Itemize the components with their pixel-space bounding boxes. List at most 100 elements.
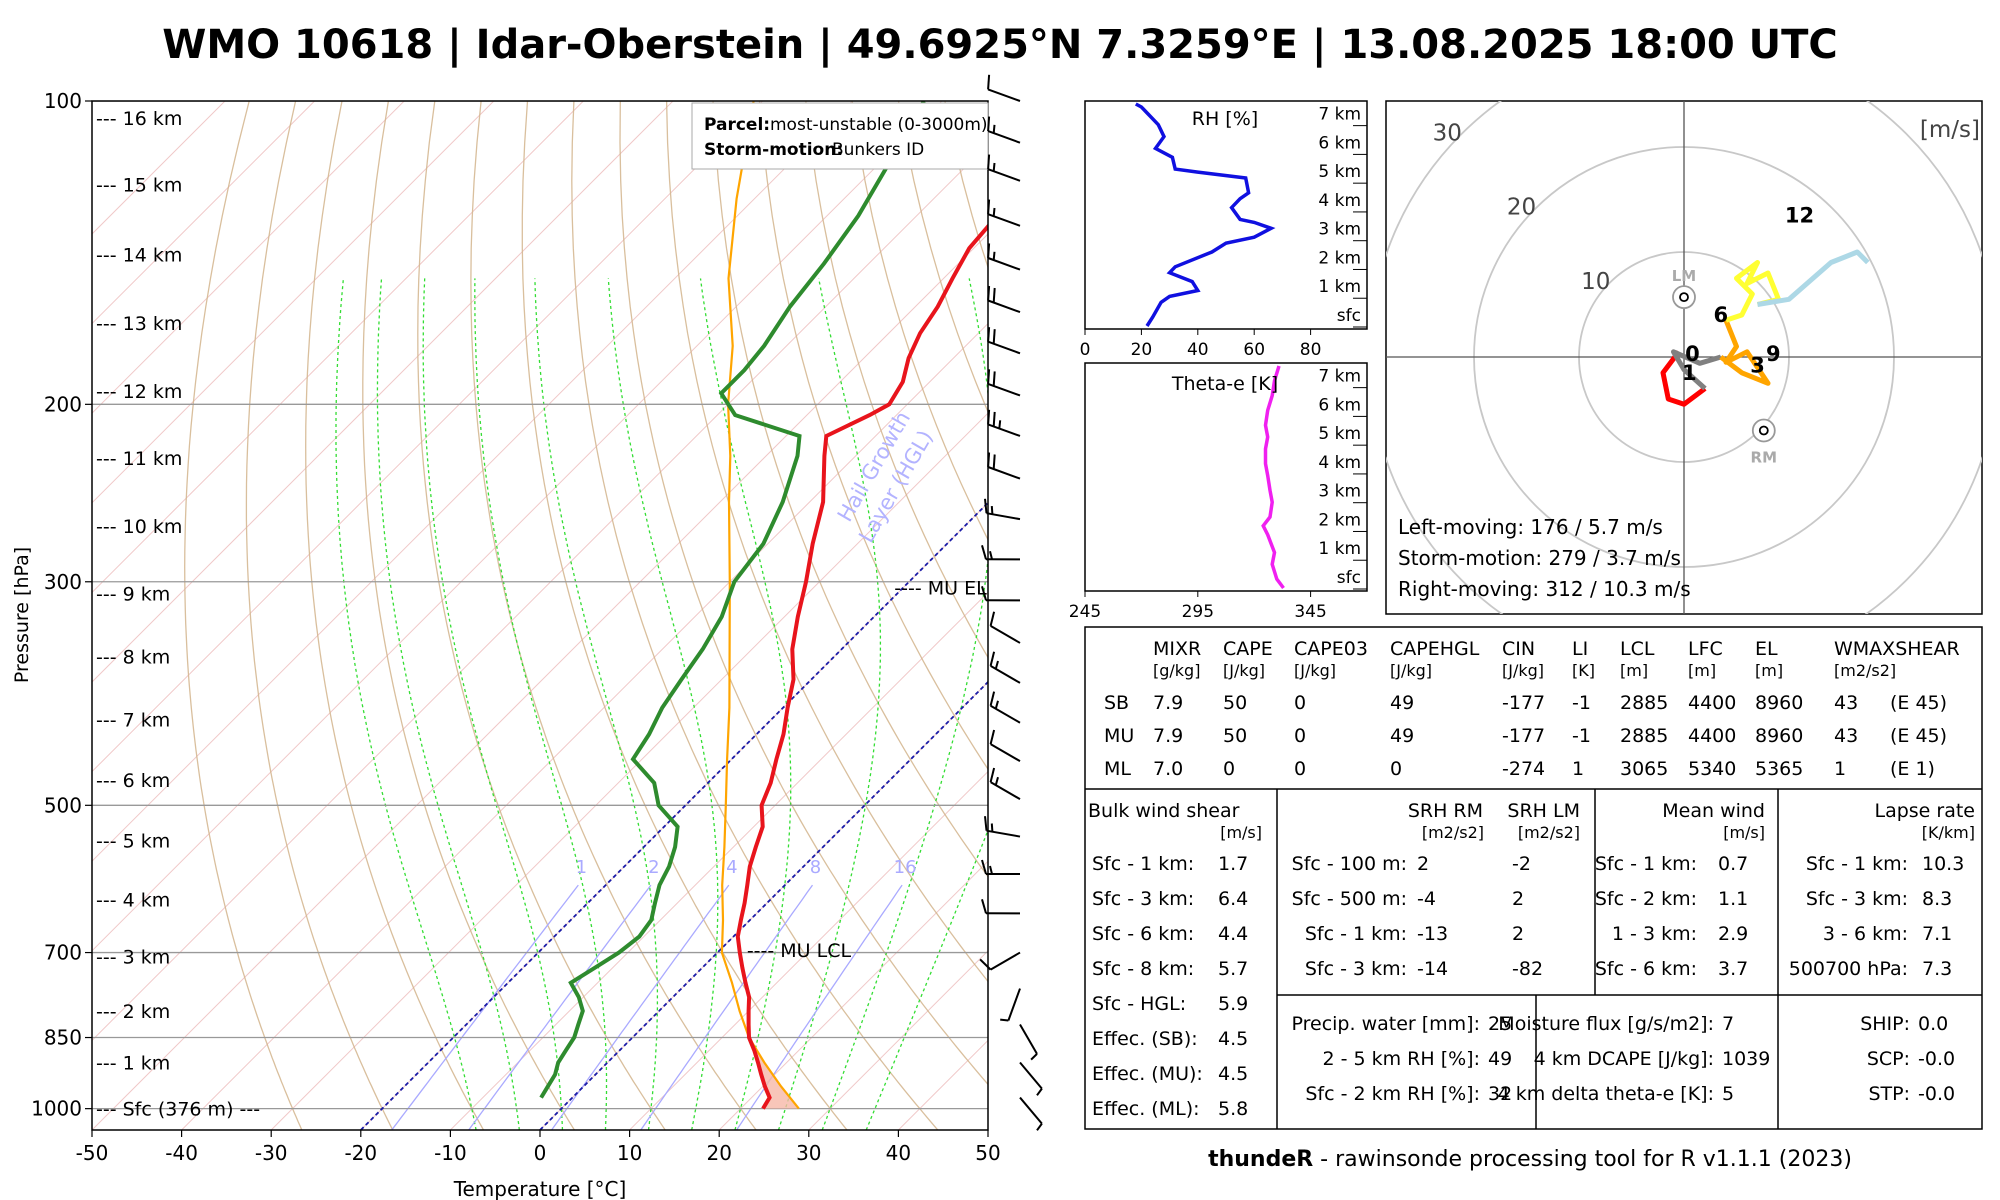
- hodograph-ring-label: 10: [1581, 269, 1610, 295]
- theta-e-frame: [1084, 362, 1368, 592]
- param-unit: [m]: [1688, 661, 1716, 680]
- barb-flag: [989, 651, 996, 667]
- shear-row-label: Sfc - 3 km:: [1092, 888, 1194, 910]
- hodograph-height-label: 3: [1750, 353, 1765, 377]
- footer-credit: thundeR - rawinsonde processing tool for…: [1208, 1147, 1852, 1172]
- dry-adiabat: [712, 101, 988, 878]
- param-value: 1: [1834, 758, 1846, 780]
- p-tick-label: 500: [44, 793, 82, 817]
- wind-barb: [984, 816, 1021, 838]
- convective-parameters-table: MIXR[g/kg]CAPE[J/kg]CAPE03[J/kg]CAPEHGL[…: [1104, 638, 1960, 780]
- moisture-value: 49: [1488, 1048, 1512, 1070]
- param-value: 50: [1223, 692, 1247, 714]
- srh-lm-value: 2: [1512, 923, 1524, 945]
- wind-barb: [981, 859, 1021, 876]
- barb-half-flag: [1000, 1018, 1009, 1022]
- barb-flag: [987, 199, 991, 215]
- legend-parcel-key: Parcel:: [704, 115, 770, 135]
- shear-row-label: Effec. (SB):: [1092, 1028, 1198, 1050]
- mean-wind-unit: [m/s]: [1723, 823, 1765, 842]
- param-header: EL: [1755, 638, 1778, 660]
- moist-adiabat: [699, 278, 792, 1130]
- barb-flag: [992, 454, 996, 470]
- srh-unit-rm: [m2/s2]: [1422, 823, 1484, 842]
- isotherm-line: [539, 681, 988, 1130]
- barb-flag: [992, 287, 996, 303]
- barb-flag: [992, 411, 996, 427]
- srh-row-label: Sfc - 100 m:: [1292, 853, 1407, 875]
- barb-flag: [992, 371, 996, 386]
- storm-motion-label: RM: [1751, 449, 1777, 467]
- barb-flag: [987, 452, 991, 468]
- wind-barbs: [979, 74, 1043, 1131]
- isotherm-line: [92, 101, 584, 594]
- isotherm-line: [92, 143, 988, 1042]
- param-header: LI: [1572, 638, 1588, 660]
- level-annotation: ---- MU EL: [894, 578, 987, 600]
- profile-x-tick-label: 245: [1069, 602, 1101, 622]
- barb-flag: [987, 409, 991, 425]
- wind-barb: [987, 327, 1021, 355]
- composite-row-label: SCP:: [1867, 1048, 1910, 1070]
- barb-flag: [987, 285, 991, 301]
- barb-staff: [1019, 1061, 1043, 1090]
- barb-half-flag: [1036, 1088, 1043, 1096]
- hodograph-segment: [1719, 319, 1771, 386]
- param-header: CAPE03: [1294, 638, 1368, 660]
- param-header: LCL: [1620, 638, 1655, 660]
- lapse-value: 8.3: [1922, 888, 1952, 910]
- dry-adiabat: [805, 101, 988, 659]
- profile-x-tick-label: 345: [1294, 602, 1326, 622]
- barb-half-flag: [994, 776, 999, 786]
- moisture2-row-label: 4 km DCAPE [J/kg]:: [1534, 1048, 1714, 1070]
- x-tick-label: 50: [975, 1141, 1000, 1165]
- dewpoint-profile: [539, 101, 926, 1099]
- srh-lm-value: -2: [1512, 853, 1531, 875]
- mixing-ratio-line: [468, 884, 652, 1130]
- x-tick-label: 30: [796, 1141, 821, 1165]
- param-value: -1: [1572, 725, 1591, 747]
- srh-row-label: Sfc - 500 m:: [1292, 888, 1407, 910]
- theta-e-title: Theta-e [K]: [1171, 373, 1278, 395]
- hodograph-ring-label: 20: [1507, 195, 1536, 221]
- isotherm-line: [270, 412, 988, 1130]
- profile-height-label: 3 km: [1318, 220, 1361, 240]
- param-unit: [m]: [1755, 661, 1783, 680]
- barb-staff: [990, 951, 1021, 971]
- param-unit: [J/kg]: [1390, 661, 1432, 680]
- wind-barb: [989, 611, 1021, 644]
- mean-wind-row-label: Sfc - 1 km:: [1595, 853, 1697, 875]
- wind-barb: [981, 586, 1021, 602]
- mixing-ratio-line: [640, 884, 814, 1130]
- height-label: --- 8 km: [96, 647, 170, 669]
- skewt-ylabel: Pressure [hPa]: [11, 547, 33, 683]
- lapse-row-label: Sfc - 3 km:: [1806, 888, 1908, 910]
- shear-row-label: Sfc - 1 km:: [1092, 853, 1194, 875]
- param-value: 1: [1572, 758, 1584, 780]
- param-value: 2885: [1620, 692, 1668, 714]
- barb-flag: [981, 586, 987, 601]
- param-value: 8960: [1755, 692, 1803, 714]
- barb-staff: [1019, 1023, 1038, 1055]
- height-label: --- 9 km: [96, 583, 170, 605]
- barb-half-flag: [992, 251, 996, 261]
- param-value: 3065: [1620, 758, 1668, 780]
- x-tick-label: 40: [886, 1141, 911, 1165]
- barb-half-flag: [992, 162, 996, 172]
- hodograph-height-label: 9: [1766, 342, 1781, 366]
- footer-text: - rawinsonde processing tool for R v1.1.…: [1313, 1147, 1852, 1172]
- param-value: (E 1): [1890, 758, 1935, 780]
- lapse-title: Lapse rate: [1874, 800, 1975, 822]
- hodograph-ring-label: 30: [1433, 120, 1462, 146]
- wind-barb: [979, 951, 1021, 971]
- param-value: 2885: [1620, 725, 1668, 747]
- isotherm-line: [92, 101, 674, 683]
- height-label: --- 10 km: [96, 516, 182, 538]
- isotherm-line: [181, 322, 988, 1130]
- param-value: 50: [1223, 725, 1247, 747]
- barb-staff: [990, 743, 1021, 763]
- dry-adiabat: [571, 101, 939, 1130]
- lapse-value: 7.3: [1922, 958, 1952, 980]
